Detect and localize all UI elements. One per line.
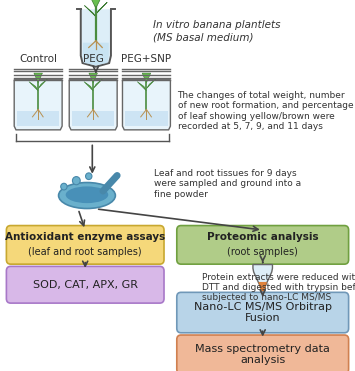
Polygon shape xyxy=(91,0,101,8)
Text: Antioxidant enzyme assays: Antioxidant enzyme assays xyxy=(5,232,165,242)
Circle shape xyxy=(61,183,67,190)
Text: Mass spectrometry data
analysis: Mass spectrometry data analysis xyxy=(195,344,330,365)
Polygon shape xyxy=(84,82,93,91)
Text: PEG: PEG xyxy=(83,54,104,64)
FancyBboxPatch shape xyxy=(177,292,349,333)
Text: (leaf and root samples): (leaf and root samples) xyxy=(28,247,142,256)
Text: Protein extracts were reduced with
DTT and digested with trypsin before
subjecte: Protein extracts were reduced with DTT a… xyxy=(202,273,355,302)
Polygon shape xyxy=(17,111,59,126)
Text: The changes of total weight, number
of new root formation, and percentage
of lea: The changes of total weight, number of n… xyxy=(178,91,353,131)
Text: Nano-LC MS/MS Orbitrap
Fusion: Nano-LC MS/MS Orbitrap Fusion xyxy=(194,302,332,324)
Text: (root samples): (root samples) xyxy=(227,247,298,256)
Polygon shape xyxy=(69,80,117,130)
Circle shape xyxy=(86,173,92,180)
Text: Leaf and root tissues for 9 days
were sampled and ground into a
fine powder: Leaf and root tissues for 9 days were sa… xyxy=(154,169,301,198)
Polygon shape xyxy=(72,111,114,126)
FancyBboxPatch shape xyxy=(6,226,164,264)
Ellipse shape xyxy=(66,186,108,203)
Polygon shape xyxy=(81,9,111,67)
Polygon shape xyxy=(147,79,155,89)
Polygon shape xyxy=(93,79,103,89)
Polygon shape xyxy=(122,80,170,130)
Polygon shape xyxy=(83,43,109,65)
Polygon shape xyxy=(34,73,43,83)
Polygon shape xyxy=(125,111,168,126)
Polygon shape xyxy=(137,82,147,91)
Circle shape xyxy=(72,177,80,185)
Polygon shape xyxy=(258,282,267,292)
Ellipse shape xyxy=(59,183,115,209)
Polygon shape xyxy=(89,73,97,83)
FancyBboxPatch shape xyxy=(177,226,349,264)
Polygon shape xyxy=(38,79,48,89)
Text: SOD, CAT, APX, GR: SOD, CAT, APX, GR xyxy=(33,280,138,290)
Polygon shape xyxy=(253,265,273,292)
Polygon shape xyxy=(29,82,38,91)
Text: Proteomic analysis: Proteomic analysis xyxy=(207,232,318,242)
FancyBboxPatch shape xyxy=(177,335,349,371)
Text: In vitro banana plantlets
(MS basal medium): In vitro banana plantlets (MS basal medi… xyxy=(153,20,280,42)
Text: PEG+SNP: PEG+SNP xyxy=(121,54,171,64)
Polygon shape xyxy=(84,6,96,17)
Text: Control: Control xyxy=(19,54,57,64)
Polygon shape xyxy=(142,73,151,83)
Polygon shape xyxy=(14,80,62,130)
Polygon shape xyxy=(96,2,107,14)
FancyBboxPatch shape xyxy=(6,266,164,303)
